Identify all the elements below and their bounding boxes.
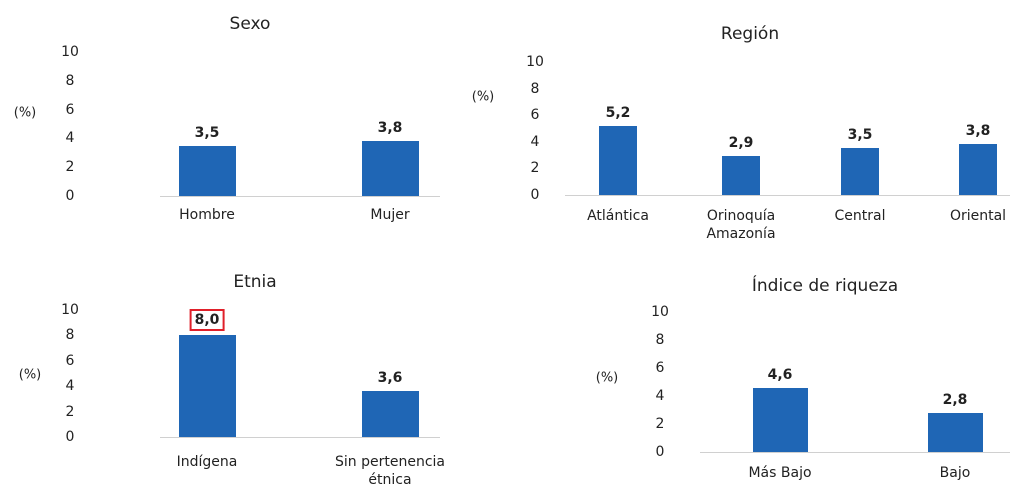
y-tick-label: 8	[530, 80, 540, 97]
bar	[178, 145, 236, 196]
value-label: 3,5	[847, 127, 873, 144]
y-axis-label: (%)	[18, 367, 42, 383]
value-label: 3,6	[377, 370, 403, 387]
x-tick-label: Mujer	[370, 207, 410, 223]
y-tick-label: 4	[65, 378, 75, 395]
y-tick-label: 8	[65, 72, 75, 89]
bar	[841, 148, 879, 195]
x-tick-label: Atlántica	[587, 208, 649, 224]
value-label: 3,5	[194, 124, 220, 141]
y-tick-label: 6	[655, 360, 665, 376]
bar	[361, 391, 419, 437]
y-tick-label: 6	[65, 101, 75, 118]
y-tick-label: 2	[65, 403, 75, 420]
y-axis-label: (%)	[595, 370, 619, 386]
baseline	[565, 195, 1010, 196]
y-axis-label: (%)	[13, 105, 37, 121]
y-tick-label: 8	[65, 327, 75, 344]
bar	[959, 144, 997, 195]
y-tick-label: 4	[530, 133, 540, 150]
x-tick-label: Orinoquía Amazonía	[706, 208, 776, 242]
y-tick-label: 0	[65, 429, 75, 445]
baseline	[160, 437, 440, 438]
y-tick-label: 6	[530, 107, 540, 124]
x-tick-label: Oriental	[949, 208, 1007, 224]
y-tick-label: 10	[61, 44, 79, 60]
value-label: 3,8	[377, 120, 403, 137]
chart-title: Región	[720, 24, 780, 44]
bar	[752, 387, 808, 452]
y-tick-label: 2	[655, 416, 665, 432]
chart-title: Índice de riqueza	[751, 276, 899, 296]
y-tick-label: 4	[655, 388, 665, 404]
y-tick-label: 0	[65, 188, 75, 204]
value-label: 8,0	[189, 309, 225, 332]
y-tick-label: 2	[65, 159, 75, 176]
bar	[722, 156, 760, 195]
y-tick-label: 0	[655, 444, 665, 460]
y-tick-label: 6	[65, 352, 75, 369]
bar	[361, 141, 419, 196]
x-tick-label: Central	[834, 208, 886, 224]
value-label: 4,6	[767, 366, 793, 383]
value-label: 5,2	[605, 104, 631, 121]
value-label: 2,8	[942, 391, 968, 408]
y-tick-label: 10	[526, 54, 544, 70]
value-label: 2,9	[728, 135, 754, 152]
chart-title: Etnia	[233, 272, 277, 292]
x-tick-label: Más Bajo	[748, 465, 812, 481]
bar	[927, 412, 983, 452]
y-axis-label: (%)	[471, 89, 495, 105]
y-tick-label: 0	[530, 187, 540, 203]
baseline	[700, 452, 1010, 453]
x-tick-label: Bajo	[939, 465, 971, 481]
bar	[599, 125, 637, 195]
y-tick-label: 2	[530, 160, 540, 177]
y-tick-label: 10	[651, 304, 669, 320]
bar	[178, 335, 236, 437]
value-label: 3,8	[965, 123, 991, 140]
y-tick-label: 10	[61, 302, 79, 318]
x-tick-label: Indígena	[176, 454, 238, 470]
chart-title: Sexo	[229, 14, 271, 34]
x-tick-label: Hombre	[179, 207, 235, 223]
baseline	[160, 196, 440, 197]
x-tick-label: Sin pertenencia étnica	[335, 454, 445, 487]
y-tick-label: 8	[655, 332, 665, 348]
y-tick-label: 4	[65, 130, 75, 147]
